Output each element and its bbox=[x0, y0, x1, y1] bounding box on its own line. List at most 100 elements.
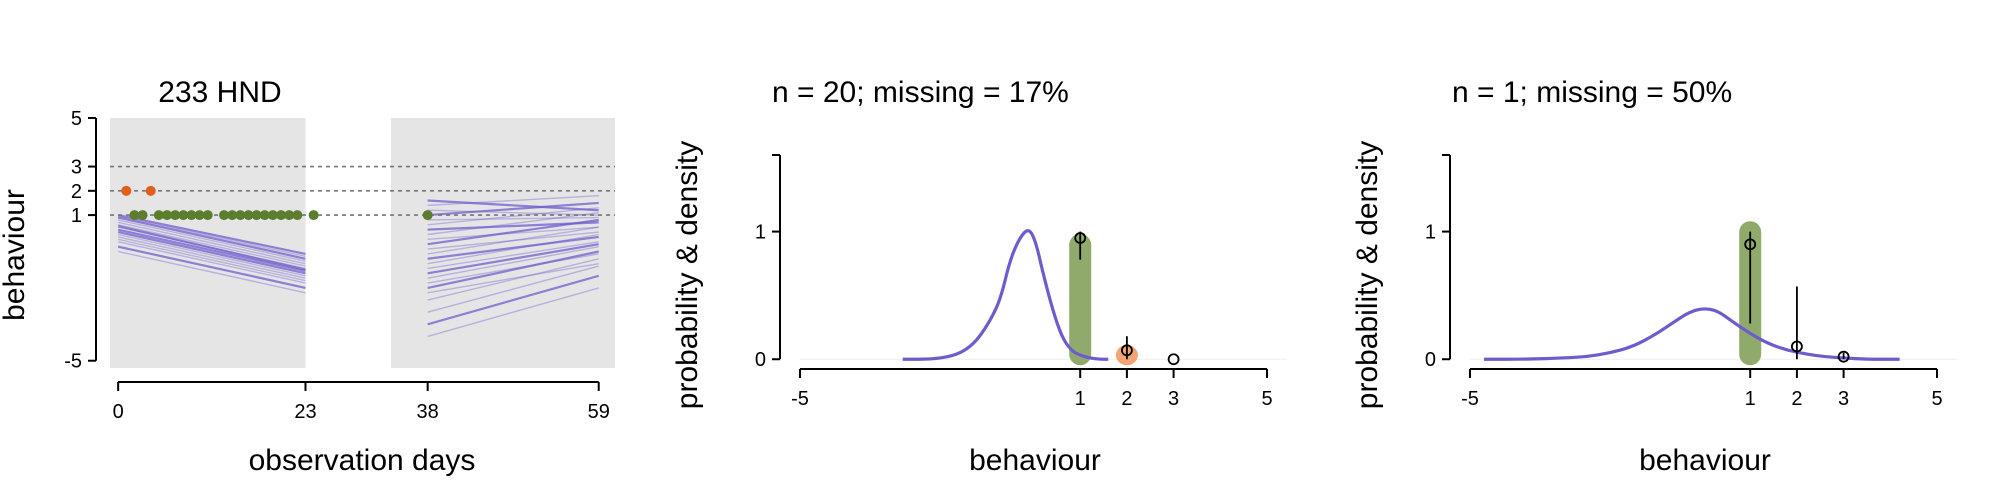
observed-probability-point bbox=[1074, 232, 1087, 244]
trajectory-line bbox=[117, 241, 306, 284]
trajectory-line bbox=[427, 226, 599, 241]
y-tick-label: 5 bbox=[71, 108, 82, 130]
observed-point bbox=[308, 210, 319, 221]
x-tick-label: 59 bbox=[588, 401, 610, 423]
observed-point bbox=[137, 210, 148, 221]
predicted-trajectories bbox=[117, 194, 600, 338]
x-tick-label: 2 bbox=[1791, 388, 1802, 410]
trajectory-line bbox=[117, 250, 306, 294]
observed-probability-point bbox=[1791, 340, 1803, 353]
observed-points bbox=[121, 185, 433, 221]
x-axis-label: behaviour bbox=[969, 444, 1101, 477]
trajectory-line bbox=[117, 214, 306, 255]
x-tick-label: 2 bbox=[1121, 388, 1132, 410]
trajectory-line bbox=[427, 243, 599, 275]
observed-point bbox=[145, 185, 156, 196]
x-axis-label: behaviour bbox=[1639, 444, 1771, 477]
panel-title: 233 HND bbox=[158, 76, 281, 109]
trajectory-line bbox=[117, 224, 306, 267]
observed-point bbox=[284, 210, 295, 221]
y-tick-label: -5 bbox=[64, 351, 82, 373]
y-tick-label: 0 bbox=[755, 349, 766, 371]
distribution-panel-2: 01-5 1 2 3 5 n = 1; missing = 50% behaviour … bbox=[1351, 76, 1957, 477]
y-tick-label: 1 bbox=[1425, 222, 1436, 244]
x-tick-label: 3 bbox=[1168, 388, 1179, 410]
period-shading bbox=[110, 118, 615, 368]
period-shade bbox=[110, 118, 306, 368]
y-tick-label: 2 bbox=[71, 181, 82, 203]
x-tick-label: 5 bbox=[1261, 388, 1272, 410]
trajectory-line bbox=[427, 201, 599, 217]
trajectory-line bbox=[427, 265, 599, 313]
trajectory-line bbox=[427, 211, 599, 236]
distribution-panel-1: 0 1 -5 1 2 3 5 n = 20; missing = 17% behaviour… bbox=[671, 76, 1287, 477]
observed-point bbox=[276, 210, 287, 221]
trajectory-line bbox=[117, 221, 306, 265]
trajectory-line bbox=[427, 207, 599, 226]
panel-title: n = 20; missing = 17% bbox=[772, 76, 1069, 109]
observed-point bbox=[227, 210, 238, 221]
trajectory-line bbox=[427, 258, 599, 301]
trajectory-line bbox=[427, 241, 599, 270]
observed-probability-point bbox=[1744, 238, 1757, 251]
x-tick-label: 3 bbox=[1838, 388, 1849, 410]
x-tick-label: 1 bbox=[1075, 388, 1086, 410]
trajectory-line bbox=[117, 231, 306, 275]
x-tick-label: 0 bbox=[113, 401, 124, 423]
trajectory-line bbox=[117, 236, 306, 279]
observed-probability-point bbox=[1167, 353, 1180, 366]
trajectory-line bbox=[427, 226, 599, 255]
observed-point bbox=[202, 210, 213, 221]
observed-point bbox=[178, 210, 189, 221]
observed-point bbox=[170, 210, 181, 221]
y-tick-label: 1 bbox=[755, 222, 766, 244]
trajectory-line bbox=[117, 238, 306, 282]
observed-point bbox=[422, 210, 433, 221]
observed-point bbox=[219, 210, 230, 221]
trajectory-line bbox=[117, 216, 306, 260]
probability-bar bbox=[1069, 233, 1092, 366]
trajectory-line bbox=[427, 235, 599, 260]
observed-point bbox=[267, 210, 278, 221]
observed-point bbox=[194, 210, 205, 221]
trajectory-line bbox=[117, 245, 306, 289]
trajectory-line bbox=[427, 253, 599, 284]
trajectory-line bbox=[427, 274, 600, 326]
x-tick-label: 5 bbox=[1931, 388, 1942, 410]
trajectory-line bbox=[427, 287, 599, 338]
trajectory-line bbox=[427, 194, 599, 207]
trajectory-line bbox=[427, 199, 599, 212]
trajectory-line bbox=[117, 224, 306, 271]
observed-point bbox=[186, 210, 197, 221]
panel-title: n = 1; missing = 50% bbox=[1452, 76, 1732, 109]
x-tick-label: 23 bbox=[294, 401, 316, 423]
observed-point bbox=[129, 210, 140, 221]
y-tick-label: 0 bbox=[1425, 349, 1436, 371]
trajectory-line bbox=[427, 231, 599, 250]
density-curve bbox=[902, 229, 1109, 361]
x-axis-label: observation days bbox=[249, 444, 476, 477]
trajectory-line bbox=[427, 245, 599, 279]
trajectory-line bbox=[117, 228, 306, 272]
observed-point bbox=[153, 210, 164, 221]
trajectory-line bbox=[117, 219, 306, 262]
trajectory-line bbox=[427, 209, 599, 216]
trajectory-line bbox=[117, 233, 306, 277]
trajectory-line bbox=[427, 233, 599, 265]
period-shade bbox=[391, 118, 615, 368]
observed-point bbox=[162, 210, 173, 221]
x-tick-label: 38 bbox=[417, 401, 439, 423]
x-tick-label: -5 bbox=[1461, 388, 1479, 410]
y-tick-label: 3 bbox=[71, 157, 82, 179]
observed-point bbox=[235, 210, 246, 221]
trajectory-line bbox=[117, 215, 306, 258]
trajectory-line bbox=[427, 216, 599, 221]
y-axis-label: probability & density bbox=[1351, 141, 1384, 409]
trajectory-line bbox=[427, 218, 599, 246]
trajectory-line bbox=[427, 262, 599, 294]
observed-point bbox=[251, 210, 262, 221]
y-tick-label: 1 bbox=[71, 205, 82, 227]
